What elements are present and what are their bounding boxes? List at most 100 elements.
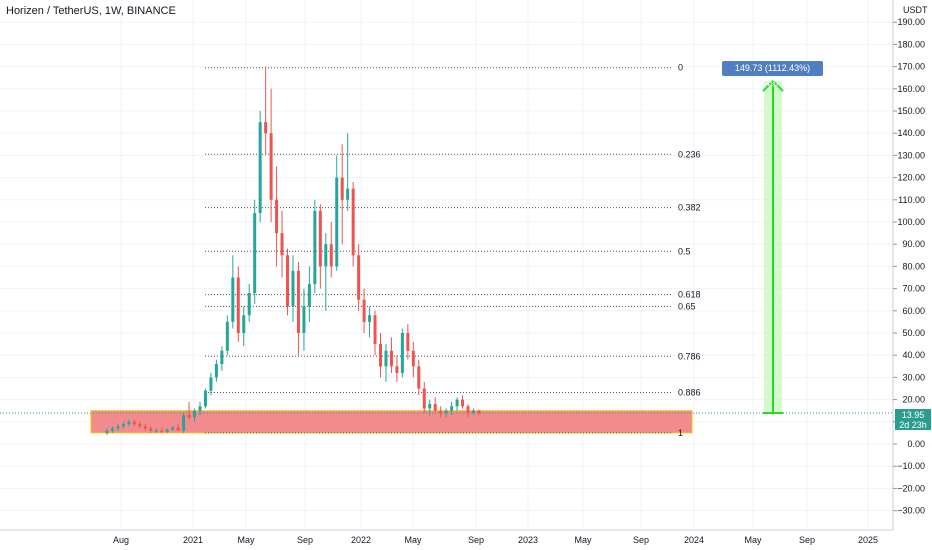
candle-body <box>269 133 273 200</box>
candle-body <box>253 213 257 294</box>
price-tick-label: 80.00 <box>902 261 925 271</box>
price-tick-label: −30.00 <box>897 506 925 516</box>
time-axis-layer: Aug 2021 May Sep 2022 May Sep 2023 May Sep 2024 May… <box>113 535 878 545</box>
price-tick-label: 170.00 <box>897 62 925 72</box>
price-tick-label: 100.00 <box>897 217 925 227</box>
candle-body <box>187 415 191 418</box>
candle-body <box>182 415 186 431</box>
candle-body <box>132 421 136 425</box>
time-tick-label: May <box>574 535 592 545</box>
price-tick-label: −10.00 <box>897 461 925 471</box>
fib-level-label: 0.382 <box>678 203 701 213</box>
time-tick-label: Sep <box>468 535 484 545</box>
bar-countdown: 2d 23h <box>899 420 927 430</box>
candle-body <box>439 410 443 413</box>
time-tick-label: Sep <box>799 535 815 545</box>
candle-body <box>389 350 393 367</box>
candle-body <box>422 388 426 409</box>
candle-body <box>209 377 213 391</box>
candle-body <box>138 424 142 427</box>
price-tick-label: 110.00 <box>898 195 925 205</box>
measure-result-label[interactable]: 149.73 (1112.43%) 14973 <box>722 61 823 88</box>
support-zone-layer <box>90 410 693 434</box>
candle-body <box>193 410 197 418</box>
candle-body <box>149 428 153 431</box>
support-zone[interactable] <box>90 410 693 434</box>
candle-body <box>313 210 317 285</box>
candle-body <box>264 122 268 134</box>
chart-title: Horizen / TetherUS, 1W, BINANCE <box>6 5 176 17</box>
candle-body <box>258 122 262 214</box>
price-tick-label: 90.00 <box>902 239 925 249</box>
candle-body <box>384 350 388 367</box>
price-tick-label: 30.00 <box>902 372 925 382</box>
candle-body <box>242 315 246 333</box>
candles-layer <box>105 66 481 436</box>
price-tick-label: 130.00 <box>897 150 925 160</box>
price-tick-label: 160.00 <box>897 84 925 94</box>
price-tick-label: 180.00 <box>897 39 925 49</box>
candle-body <box>110 428 114 431</box>
last-price: 13.95 <box>901 410 925 420</box>
candle-body <box>417 366 421 389</box>
price-tick-label: 150.00 <box>897 106 925 116</box>
candle-body <box>247 293 251 316</box>
candle-body <box>171 427 175 430</box>
candle-body <box>324 244 328 267</box>
fib-level-label: 0.618 <box>678 290 701 300</box>
candle-body <box>466 406 470 413</box>
candle-body <box>395 366 399 373</box>
candle-body <box>351 188 355 256</box>
candle-body <box>121 424 125 427</box>
candle-body <box>225 321 229 351</box>
fib-level-label: 0.236 <box>678 149 701 159</box>
time-tick-label: May <box>744 535 762 545</box>
candle-body <box>335 177 339 267</box>
candle-body <box>116 426 120 429</box>
candle-body <box>362 299 366 322</box>
price-tick-label: 120.00 <box>897 173 925 183</box>
candle-body <box>176 427 180 431</box>
fib-level-label: 1 <box>678 428 683 438</box>
candle-body <box>296 270 300 333</box>
candle-body <box>160 430 164 432</box>
candle-body <box>214 364 218 378</box>
symbol-name: Horizen / TetherUS <box>6 5 99 17</box>
candle-body <box>450 406 454 411</box>
fib-level-label: 0 <box>678 63 683 73</box>
time-tick-label: 2022 <box>351 535 371 545</box>
time-tick-label: Sep <box>297 535 313 545</box>
candle-body <box>275 199 279 234</box>
time-tick-label: 2024 <box>684 535 704 545</box>
candle-body <box>198 406 202 411</box>
time-tick-label: 2025 <box>858 535 878 545</box>
candle-body <box>105 430 109 433</box>
candle-body <box>307 284 311 307</box>
grid <box>0 0 893 530</box>
candle-body <box>220 350 224 365</box>
price-tick-label: 20.00 <box>902 395 925 405</box>
candle-body <box>302 306 306 333</box>
price-unit: USDT <box>903 5 928 15</box>
candle-body <box>368 315 372 322</box>
candle-body <box>400 333 404 373</box>
fib-level-label: 0.5 <box>678 246 691 256</box>
candle-body <box>127 421 131 425</box>
candle-body <box>455 399 459 407</box>
price-tick-label: 60.00 <box>902 306 925 316</box>
candle-body <box>406 333 410 351</box>
price-tick-label: −20.00 <box>897 483 925 493</box>
time-tick-label: 2021 <box>183 535 203 545</box>
candle-body <box>433 404 437 411</box>
candle-body <box>203 390 207 407</box>
price-tick-label: 70.00 <box>902 284 925 294</box>
candle-body <box>379 344 382 367</box>
last-price-badge: 13.95 2d 23h <box>895 409 931 430</box>
price-tick-label: 140.00 <box>897 128 925 138</box>
candle-body <box>461 399 465 407</box>
price-axis-layer: −30.00−20.00−10.000.0010.0020.0030.0040.… <box>0 0 925 531</box>
candle-body <box>428 404 432 409</box>
measure-arrowhead <box>762 79 784 92</box>
